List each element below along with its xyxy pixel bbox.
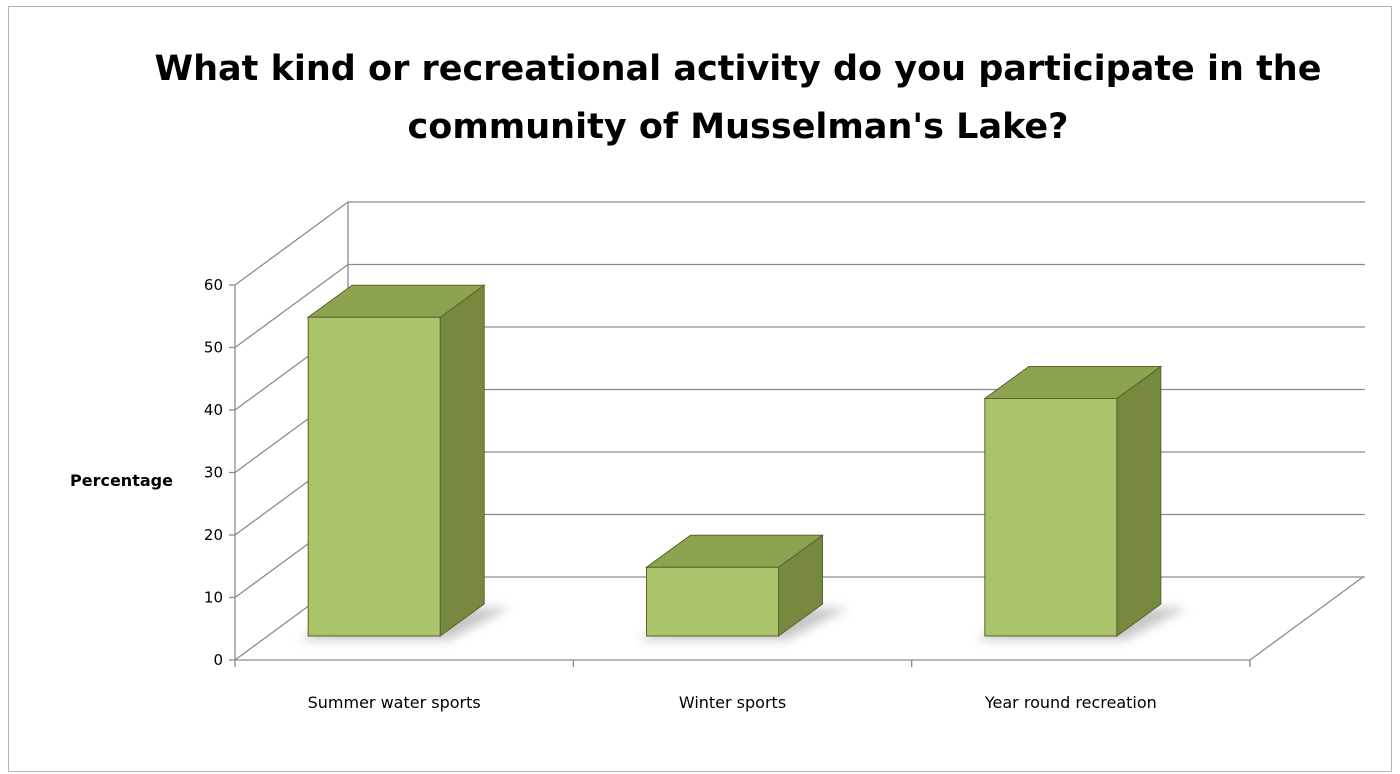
chart-bars [306,284,1163,637]
bar-front [307,316,441,637]
y-tick-label: 50 [204,339,223,357]
x-category-label: Year round recreation [984,693,1157,712]
bar [306,284,486,637]
bar [983,365,1163,637]
y-tick-label: 30 [204,464,223,482]
chart-title: What kind or recreational activity do yo… [154,49,1322,147]
y-tick-label: 60 [204,276,223,294]
y-tick-label: 0 [213,651,223,669]
bar-side [1116,365,1162,637]
y-tick-label: 40 [204,401,223,419]
bar-side [439,284,485,637]
x-category-label: Winter sports [679,693,786,712]
x-category-label: Summer water sports [308,693,481,712]
y-axis-label: Percentage [70,471,173,490]
gridline-wall [234,201,349,286]
chart-labels: Percentage 0 10 20 30 40 50 60 Summer water spo… [70,276,1157,712]
bar [644,534,825,637]
y-tick-label: 20 [204,526,223,544]
y-tick-label: 10 [204,589,223,607]
chart-frame [8,6,1392,772]
gridline-wall [234,263,349,349]
bar-front [984,398,1118,637]
bar-front [646,566,779,637]
